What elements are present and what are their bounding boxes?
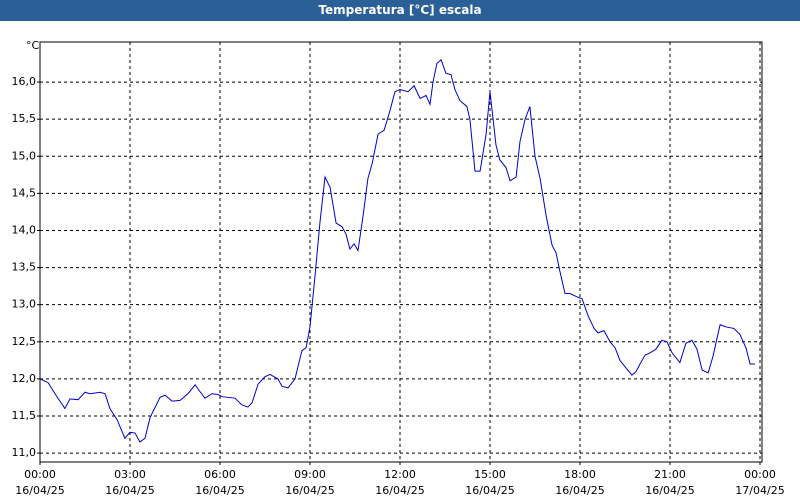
x-tick-label: 18:00 xyxy=(564,468,596,481)
y-tick-label: 14,5 xyxy=(12,186,37,199)
data-line xyxy=(39,58,755,443)
y-tick-label: 13,0 xyxy=(12,298,37,311)
x-tick-date: 16/04/25 xyxy=(105,484,154,497)
plot-border xyxy=(39,41,763,463)
y-axis-label: °C xyxy=(26,39,40,52)
x-tick-date: 16/04/25 xyxy=(645,484,694,497)
chart: °C 11,0 11,5 12,0 12,5 13,0 13,5 14,0 14,5 15,0 1… xyxy=(12,39,785,497)
x-tick-label: 00:00 xyxy=(24,468,56,481)
x-tick-date: 16/04/25 xyxy=(195,484,244,497)
y-tick-label: 16,0 xyxy=(12,75,37,88)
y-tick-label: 11,5 xyxy=(12,409,37,422)
y-tick-label: 14,0 xyxy=(12,223,37,236)
x-tick-label: 06:00 xyxy=(204,468,236,481)
x-tick-date: 16/04/25 xyxy=(285,484,334,497)
y-tick-label: 13,5 xyxy=(12,261,37,274)
plot-area xyxy=(40,42,762,462)
x-tick-label: 00:00 xyxy=(744,468,776,481)
x-tick-label: 09:00 xyxy=(294,468,326,481)
x-tick-date: 16/04/25 xyxy=(15,484,64,497)
y-tick-label: 11,0 xyxy=(12,446,37,459)
x-tick-date: 16/04/25 xyxy=(555,484,604,497)
x-tick-date: 16/04/25 xyxy=(465,484,514,497)
x-tick-label: 15:00 xyxy=(474,468,506,481)
x-tick-label: 12:00 xyxy=(384,468,416,481)
y-tick-label: 15,5 xyxy=(12,112,37,125)
y-tick-label: 15,0 xyxy=(12,149,37,162)
x-tick-label: 21:00 xyxy=(654,468,686,481)
y-tick-label: 12,5 xyxy=(12,335,37,348)
y-tick-label: 12,0 xyxy=(12,372,37,385)
x-tick-date: 16/04/25 xyxy=(375,484,424,497)
x-tick-date: 17/04/25 xyxy=(735,484,784,497)
x-tick-label: 03:00 xyxy=(114,468,146,481)
chart-title: Temperatura [°C] escala xyxy=(0,0,800,21)
